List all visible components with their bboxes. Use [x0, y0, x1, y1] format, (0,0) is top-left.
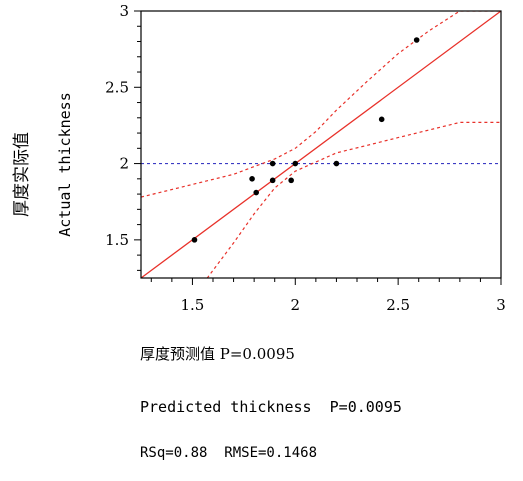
y-tick-label: 2.5 [105, 78, 129, 96]
confidence-band-upper [141, 11, 501, 198]
data-point [269, 177, 276, 184]
chart: 1.5 2 2.5 3 1.5 2 2.5 3 Actual thickness 厚度实际值 [12, 2, 506, 314]
y-axis-label-cn: 厚度实际值 [12, 132, 32, 217]
data-point [292, 160, 299, 167]
y-axis-label-en: Actual thickness [56, 92, 74, 237]
data-point [249, 176, 255, 182]
data-point [378, 116, 385, 123]
fit-statistics: RSq=0.88 RMSE=0.1468 [140, 445, 318, 461]
confidence-band-lower [206, 121, 501, 278]
data-point [288, 177, 294, 184]
y-tick-label: 2 [119, 155, 129, 173]
data-point [191, 237, 198, 243]
data-point [333, 160, 340, 167]
x-tick-label: 2.5 [386, 296, 410, 314]
labels: 1.5 2 2.5 3 1.5 2 2.5 3 Actual thickness 厚度实际值 [12, 2, 506, 314]
data-point [253, 189, 259, 196]
x-tick-label: 2 [291, 296, 301, 314]
y-tick-label: 3 [119, 2, 129, 20]
y-tick-label: 1.5 [105, 231, 129, 249]
plot-frame [140, 10, 502, 279]
x-axis-label-en: Predicted thickness P=0.0095 [140, 398, 402, 416]
data-point [413, 37, 420, 43]
plot-area [141, 11, 501, 278]
axes [134, 10, 502, 285]
fit-line [141, 11, 501, 278]
x-tick-label: 3 [496, 296, 506, 314]
data-point [269, 160, 276, 167]
x-tick-label: 1.5 [180, 296, 204, 314]
x-axis-label-cn: 厚度预测值 P=0.0095 [140, 345, 295, 363]
